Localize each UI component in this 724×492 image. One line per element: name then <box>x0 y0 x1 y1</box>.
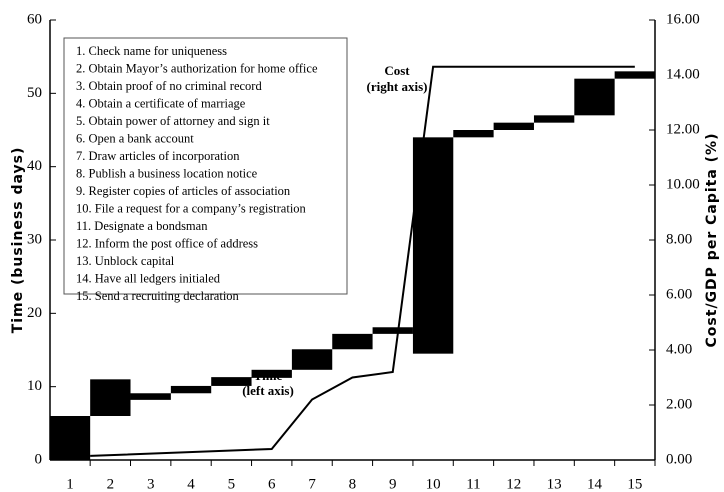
bar <box>493 122 534 130</box>
bar <box>90 379 131 416</box>
y-tick-label: 0 <box>35 451 43 467</box>
annotation: Time <box>254 368 283 383</box>
bar <box>130 393 171 400</box>
x-tick-label: 12 <box>506 476 521 492</box>
x-tick-label: 15 <box>627 476 642 492</box>
x-tick-label: 1 <box>66 476 74 492</box>
y2-tick-label: 12.00 <box>666 121 700 137</box>
legend-item: 2. Obtain Mayor’s authorization for home… <box>76 61 318 75</box>
legend-item: 9. Register copies of articles of associ… <box>76 184 291 198</box>
legend-item: 15. Send a recruiting declaration <box>76 289 240 303</box>
y2-tick-label: 14.00 <box>666 66 700 82</box>
x-tick-label: 10 <box>426 476 441 492</box>
bar <box>211 377 252 386</box>
bar <box>574 78 615 116</box>
y2-tick-label: 2.00 <box>666 396 692 412</box>
bar <box>49 416 91 460</box>
bar <box>614 71 655 79</box>
y-tick-label: 60 <box>27 11 42 27</box>
annotation: Cost <box>384 63 410 78</box>
legend-item: 5. Obtain power of attorney and sign it <box>76 114 270 128</box>
legend-item: 1. Check name for uniqueness <box>76 44 227 58</box>
x-tick-label: 6 <box>268 476 276 492</box>
legend-item: 6. Open a bank account <box>76 131 194 145</box>
y2-tick-label: 6.00 <box>666 286 692 302</box>
x-tick-label: 14 <box>587 476 603 492</box>
y-tick-label: 30 <box>27 231 42 247</box>
cost-line <box>90 65 635 457</box>
bar <box>332 333 373 350</box>
x-tick-label: 7 <box>308 476 316 492</box>
y-tick-label: 40 <box>27 158 42 174</box>
legend-item: 7. Draw articles of incorporation <box>76 149 240 163</box>
x-tick-label: 9 <box>389 476 397 492</box>
y-tick-label: 20 <box>27 305 42 321</box>
bar <box>291 349 333 370</box>
legend-box <box>63 37 348 295</box>
x-tick-label: 5 <box>228 476 236 492</box>
y-tick-label: 10 <box>27 378 42 394</box>
annotation: (left axis) <box>242 383 294 398</box>
annotation: (right axis) <box>366 79 427 94</box>
legend-item: 4. Obtain a certificate of marriage <box>76 96 246 110</box>
bar <box>372 327 413 334</box>
legend-item: 8. Publish a business location notice <box>76 166 258 180</box>
y-axis-title: Time (business days) <box>10 147 26 334</box>
y2-tick-label: 0.00 <box>666 451 692 467</box>
x-tick-label: 2 <box>107 476 115 492</box>
legend-item: 11. Designate a bondsman <box>76 219 208 233</box>
bar <box>453 130 494 138</box>
bar <box>170 385 212 394</box>
x-tick-label: 13 <box>547 476 562 492</box>
x-tick-label: 8 <box>349 476 357 492</box>
x-tick-label: 3 <box>147 476 155 492</box>
legend-item: 10. File a request for a company’s regis… <box>76 201 307 215</box>
bar <box>251 369 292 378</box>
y2-tick-label: 4.00 <box>666 341 692 357</box>
x-tick-label: 11 <box>466 476 480 492</box>
bar <box>533 115 575 123</box>
legend-item: 3. Obtain proof of no criminal record <box>76 79 262 93</box>
legend-item: 12. Inform the post office of address <box>76 236 258 250</box>
x-tick-label: 4 <box>187 476 195 492</box>
legend-item: 13. Unblock capital <box>76 254 175 268</box>
legend-item: 14. Have all ledgers initialed <box>76 271 221 285</box>
y2-tick-label: 10.00 <box>666 176 700 192</box>
y2-tick-label: 16.00 <box>666 11 700 27</box>
y-tick-label: 50 <box>27 85 42 101</box>
y2-tick-label: 8.00 <box>666 231 692 247</box>
y2-axis-title: Cost/GDP per Capita (%) <box>704 133 720 348</box>
